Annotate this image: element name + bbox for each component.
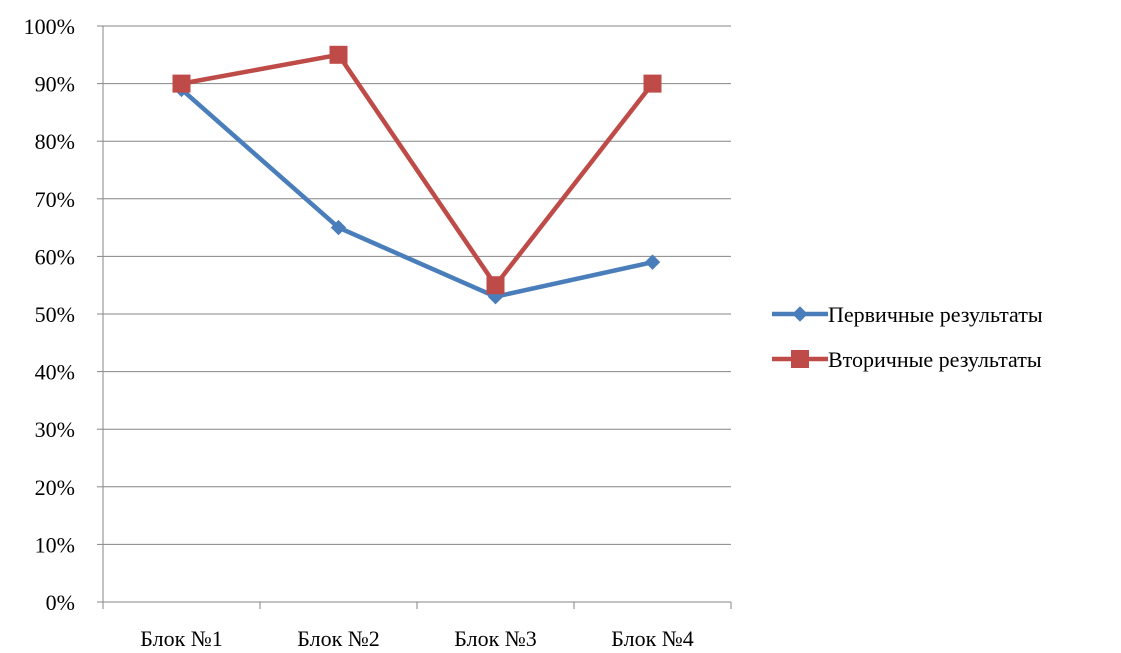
series-2: [172, 45, 662, 295]
x-tick-label: Блок №4: [611, 626, 694, 648]
legend-label: Первичные результаты: [828, 302, 1043, 327]
data-point: [330, 219, 347, 236]
y-tick-label: 20%: [35, 475, 75, 500]
y-tick-label: 30%: [35, 417, 75, 442]
axes: [97, 25, 732, 609]
series-line: [179, 52, 655, 288]
legend: Первичные результаты Вторичные результаты: [772, 302, 1043, 372]
data-point: [329, 45, 348, 64]
data-point: [644, 254, 661, 270]
legend-marker: [792, 306, 808, 322]
data-point: [486, 276, 505, 295]
series-line: [179, 87, 655, 299]
legend-label: Вторичные результаты: [828, 347, 1042, 372]
y-tick-label: 0%: [46, 590, 75, 615]
series-lines: [172, 45, 662, 305]
y-tick-label: 50%: [35, 302, 75, 327]
y-tick-label: 80%: [35, 129, 75, 154]
y-tick-label: 40%: [35, 360, 75, 385]
x-tick-label: Блок №1: [140, 626, 223, 648]
x-tick-label: Блок №3: [454, 626, 537, 648]
x-axis-tick-labels: Блок №1 Блок №2 Блок №3 Блок №4: [140, 626, 694, 651]
legend-item: Первичные результаты: [772, 302, 1043, 327]
y-tick-label: 70%: [35, 187, 75, 212]
data-point: [172, 74, 191, 93]
y-tick-label: 100%: [24, 14, 75, 39]
x-tick-label: Блок №2: [297, 626, 380, 648]
data-point: [643, 74, 662, 93]
y-tick-label: 90%: [35, 72, 75, 97]
gridlines: [103, 25, 731, 545]
legend-marker: [791, 350, 809, 368]
y-tick-label: 10%: [35, 532, 75, 557]
y-axis-tick-labels: 0% 10% 20% 30% 40% 50% 60% 70% 80% 90% 100%: [24, 14, 75, 615]
y-tick-label: 60%: [35, 244, 75, 269]
series-1: [173, 81, 661, 305]
legend-item: Вторичные результаты: [772, 347, 1042, 372]
